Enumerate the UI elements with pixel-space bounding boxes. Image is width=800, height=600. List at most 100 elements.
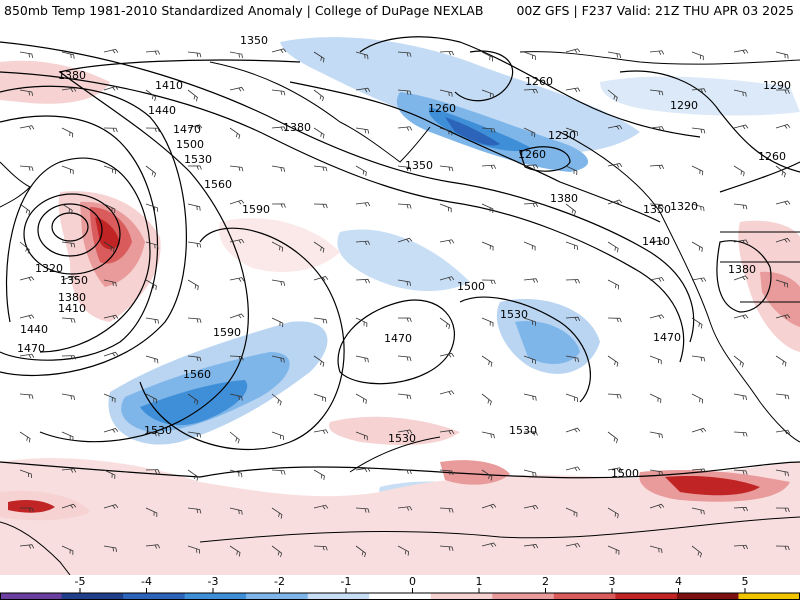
wind-barb (607, 51, 621, 59)
warm-anomaly-shading (0, 60, 800, 575)
wind-barb (145, 507, 158, 517)
wind-barb (775, 200, 791, 206)
wind-barb (355, 545, 367, 558)
wind-barb (229, 127, 241, 139)
contour-label: 1410 (155, 79, 183, 92)
wind-barb (61, 87, 77, 93)
wind-barb (649, 240, 665, 245)
wind-barb (229, 277, 245, 282)
wind-barb (439, 545, 454, 551)
wind-barb (649, 277, 665, 282)
wind-barb (187, 355, 202, 362)
wind-barb (313, 317, 328, 324)
contour-label: 1380 (58, 291, 86, 304)
contour-label: 1260 (428, 102, 456, 115)
wind-barb (523, 544, 539, 549)
colorbar-swatch (246, 593, 309, 600)
wind-barb (481, 317, 494, 327)
wind-barb (607, 545, 620, 555)
wind-barb (481, 503, 497, 509)
wind-barb (565, 507, 578, 517)
wind-barb (145, 393, 158, 404)
wind-barb (61, 317, 76, 323)
wind-barb (103, 203, 116, 214)
wind-barb (145, 203, 158, 212)
wind-barb (103, 545, 118, 552)
wind-barb (103, 48, 119, 54)
contour-label: 1500 (611, 467, 639, 480)
wind-barb (439, 390, 455, 396)
wind-barb (691, 507, 705, 515)
wind-barb (481, 241, 494, 251)
wind-barb (313, 429, 329, 434)
colorbar-swatch (676, 593, 739, 600)
colorbar-swatch (492, 593, 555, 600)
colorbar-tick-label: 0 (409, 575, 416, 588)
wind-barb (607, 241, 619, 253)
wind-barb (523, 51, 536, 61)
wind-barb (313, 393, 327, 402)
wind-barb (397, 317, 412, 322)
contour-label: 1530 (184, 153, 212, 166)
wind-barb (19, 51, 34, 58)
wind-barb (691, 393, 704, 404)
wind-barb (691, 127, 706, 134)
wind-barb (145, 431, 160, 437)
wind-barb (439, 276, 455, 281)
wind-barb (775, 545, 790, 551)
colorbar-swatch (184, 593, 247, 600)
wind-barb (145, 89, 157, 102)
wind-barb (397, 237, 413, 243)
wind-barb (397, 89, 412, 96)
contour-label: 1560 (183, 368, 211, 381)
contour-label: 1590 (242, 203, 270, 216)
wind-barb (691, 468, 707, 473)
contour-label: 1380 (283, 121, 311, 134)
wind-barb (691, 203, 705, 212)
wind-barb (355, 317, 368, 327)
wind-barb (565, 241, 578, 251)
wind-barb (229, 51, 243, 59)
wind-barb (229, 199, 245, 205)
colorbar-swatch (430, 593, 493, 600)
contour-label: 1560 (204, 178, 232, 191)
colorbar-swatch (307, 593, 370, 600)
wind-barb (439, 429, 455, 435)
wind-barb (733, 544, 749, 550)
wind-barb (565, 355, 579, 363)
wind-barb (187, 89, 198, 102)
wind-barb (145, 544, 161, 549)
wind-barb (271, 126, 287, 131)
wind-barb (607, 279, 620, 290)
wind-barb (313, 469, 325, 480)
wind-barb (355, 127, 370, 134)
contour-label: 1380 (728, 263, 756, 276)
contour-label: 1440 (20, 323, 48, 336)
wind-barb (733, 203, 748, 210)
wind-barb (733, 431, 748, 437)
wind-barb (691, 51, 704, 61)
wind-barb (229, 431, 240, 444)
wind-barb (229, 86, 245, 92)
wind-barb (355, 278, 371, 284)
wind-barb (439, 50, 454, 56)
wind-barb (229, 238, 245, 244)
wind-barb (439, 317, 451, 329)
contour-label: 1530 (388, 432, 416, 445)
wind-barb (355, 467, 371, 473)
contour-label: 1380 (550, 192, 578, 205)
wind-barb (187, 165, 202, 170)
wind-barb (607, 507, 619, 519)
colorbar-swatch (553, 593, 616, 600)
wind-barb (397, 355, 412, 362)
wind-barb (481, 355, 493, 367)
colorbar: -5 -4 -3 -2 -1 0 1 2 3 4 5 (0, 575, 800, 600)
wind-barb (19, 544, 35, 549)
wind-barb (733, 89, 747, 97)
wind-barb (19, 203, 31, 215)
wind-barb (481, 51, 494, 62)
wind-barb (439, 127, 453, 136)
wind-barb (271, 355, 285, 363)
wind-barb (733, 165, 745, 177)
wind-barb (187, 241, 202, 248)
